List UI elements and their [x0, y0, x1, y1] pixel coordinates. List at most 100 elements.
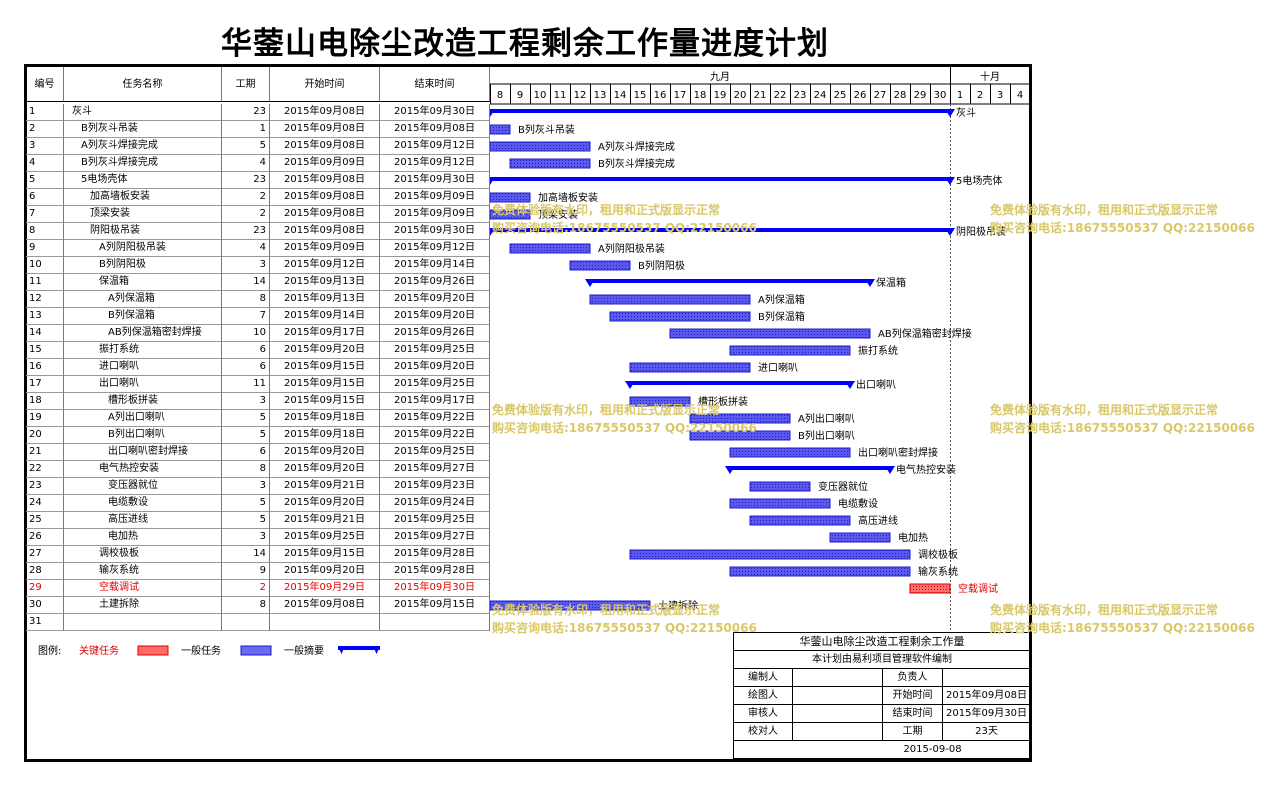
day-label: 29: [914, 90, 927, 101]
day-label: 2: [977, 90, 983, 101]
task-name: AB列保温箱密封焊接: [64, 325, 222, 342]
summary-end-marker: [945, 109, 955, 117]
task-end: 2015年09月25日: [380, 512, 490, 529]
task-duration: 4: [222, 240, 270, 257]
bar-label: 电气热控安装: [896, 463, 956, 476]
task-end: 2015年09月08日: [380, 121, 490, 138]
legend-prefix: 图例:: [38, 644, 61, 657]
task-end: 2015年09月25日: [380, 342, 490, 359]
task-duration: 6: [222, 342, 270, 359]
summary-start-marker: [625, 381, 635, 389]
task-end: [380, 614, 490, 631]
bar-label: 电加热: [898, 531, 928, 544]
task-duration: 3: [222, 257, 270, 274]
task-duration: 9: [222, 563, 270, 580]
task-id: 4: [26, 155, 64, 172]
day-label: 23: [794, 90, 807, 101]
summary-bar: [585, 279, 875, 287]
task-name: 变压器就位: [64, 478, 222, 495]
info-checker-value: [793, 723, 883, 741]
task-end: 2015年09月14日: [380, 257, 490, 274]
task-start: 2015年09月13日: [270, 291, 380, 308]
task-bar: [489, 124, 511, 135]
task-end: 2015年09月27日: [380, 461, 490, 478]
task-start: 2015年09月20日: [270, 563, 380, 580]
day-label: 14: [614, 90, 627, 101]
task-id: 7: [26, 206, 64, 223]
task-start: 2015年09月09日: [270, 240, 380, 257]
watermark-line2: 购买咨询电话:18675550537 QQ:22150066: [492, 421, 757, 435]
task-start: 2015年09月21日: [270, 512, 380, 529]
task-duration: 3: [222, 478, 270, 495]
task-name: 5电场壳体: [64, 172, 222, 189]
task-id: 23: [26, 478, 64, 495]
summary-bar: [725, 466, 895, 474]
task-duration: 14: [222, 546, 270, 563]
summary-bar: [625, 381, 855, 389]
legend-critical-label: 关键任务: [79, 644, 119, 657]
task-duration: 2: [222, 189, 270, 206]
task-start: 2015年09月29日: [270, 580, 380, 597]
bar-label: 槽形板拼装: [698, 395, 748, 408]
task-duration: 1: [222, 121, 270, 138]
task-bar: [629, 549, 911, 560]
task-start: 2015年09月08日: [270, 206, 380, 223]
task-duration: [222, 614, 270, 631]
info-editor-value: [793, 669, 883, 687]
task-bar: [749, 481, 811, 492]
task-name: 空载调试: [64, 580, 222, 597]
bar-label: 顶梁安装: [538, 208, 578, 221]
task-start: 2015年09月08日: [270, 223, 380, 240]
legend-task-label: 一般任务: [181, 644, 221, 657]
task-end: 2015年09月22日: [380, 410, 490, 427]
info-drawer-label: 绘图人: [733, 687, 793, 705]
summary-bar: [485, 109, 955, 117]
watermark-line1: 免费体验版有水印，租用和正式版显示正常: [492, 603, 721, 617]
task-duration: 10: [222, 325, 270, 342]
task-name: 进口喇叭: [64, 359, 222, 376]
task-bar: [689, 413, 791, 424]
task-start: 2015年09月15日: [270, 393, 380, 410]
task-name: 出口喇叭: [64, 376, 222, 393]
task-bar: [729, 498, 831, 509]
info-start-label: 开始时间: [883, 687, 943, 705]
bar-label: A列出口喇叭: [798, 412, 855, 425]
task-duration: 8: [222, 597, 270, 614]
task-bar: [729, 345, 851, 356]
header-start: 开始时间: [270, 67, 380, 102]
task-end: 2015年09月20日: [380, 308, 490, 325]
task-bar: [729, 566, 911, 577]
task-id: 3: [26, 138, 64, 155]
watermark-line1: 免费体验版有水印，租用和正式版显示正常: [990, 603, 1219, 617]
legend-critical-swatch: [137, 645, 169, 656]
month-label: 十月: [980, 70, 1000, 83]
task-id: 20: [26, 427, 64, 444]
info-owner-value: [943, 669, 1031, 687]
summary-start-marker: [585, 279, 595, 287]
task-name: 电气热控安装: [64, 461, 222, 478]
task-name: 出口喇叭密封焊接: [64, 444, 222, 461]
task-start: 2015年09月13日: [270, 274, 380, 291]
info-reviewer-value: [793, 705, 883, 723]
summary-bar-body: [730, 466, 890, 470]
task-start: 2015年09月12日: [270, 257, 380, 274]
day-label: 15: [634, 90, 647, 101]
day-label: 3: [997, 90, 1003, 101]
task-duration: 11: [222, 376, 270, 393]
bar-label: B列阴阳极: [638, 259, 685, 272]
task-duration: 5: [222, 138, 270, 155]
task-id: 16: [26, 359, 64, 376]
watermark-line2: 购买咨询电话:18675550537 QQ:22150066: [492, 221, 757, 235]
bar-label: 5电场壳体: [956, 174, 1002, 187]
task-bar: [829, 532, 891, 543]
day-label: 28: [894, 90, 907, 101]
task-id: 5: [26, 172, 64, 189]
bar-label: A列灰斗焊接完成: [598, 140, 675, 153]
watermark-line2: 购买咨询电话:18675550537 QQ:22150066: [990, 421, 1255, 435]
header-duration: 工期: [222, 67, 270, 102]
task-duration: 4: [222, 155, 270, 172]
task-id: 2: [26, 121, 64, 138]
info-end-value: 2015年09月30日: [943, 705, 1031, 723]
info-end-label: 结束时间: [883, 705, 943, 723]
task-name: B列出口喇叭: [64, 427, 222, 444]
